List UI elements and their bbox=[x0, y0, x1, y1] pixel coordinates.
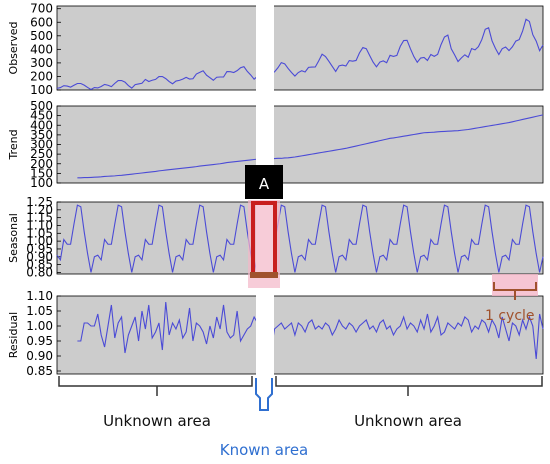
y-tick-label: 0.85 bbox=[26, 258, 53, 272]
panel-background bbox=[56, 5, 544, 91]
y-tick-label: 0.95 bbox=[26, 242, 53, 256]
y-tick-label: 450 bbox=[30, 109, 53, 123]
box-label: A bbox=[259, 175, 270, 193]
y-tick-label: 300 bbox=[30, 138, 53, 152]
overlay: A 1 cycle Unknown area Known area Unknown ar… bbox=[58, 4, 543, 459]
y-tick-label: 100 bbox=[30, 83, 53, 97]
y-tick-label: 1.15 bbox=[26, 211, 53, 225]
y-tick-label: 350 bbox=[30, 128, 53, 142]
y-tick-label: 1.10 bbox=[26, 289, 53, 303]
y-axis-label: Observed bbox=[7, 22, 20, 75]
y-tick-label: 1.20 bbox=[26, 203, 53, 217]
unknown-brace-right bbox=[275, 376, 543, 396]
y-tick-label: 1.10 bbox=[26, 218, 53, 232]
series-line-seasonal bbox=[56, 204, 544, 273]
known-box-bottom bbox=[250, 272, 278, 278]
y-axis-label: Trend bbox=[7, 129, 20, 160]
y-tick-label: 500 bbox=[30, 29, 53, 43]
panel-seasonal: 0.800.850.900.951.001.051.101.151.201.25… bbox=[7, 195, 544, 279]
y-tick-label: 600 bbox=[30, 15, 53, 29]
panel-background bbox=[56, 201, 544, 275]
y-axis-label: Seasonal bbox=[7, 213, 20, 263]
y-tick-label: 0.90 bbox=[26, 349, 53, 363]
series-line-trend bbox=[77, 114, 544, 179]
unknown-area-right-label: Unknown area bbox=[354, 412, 462, 430]
y-tick-label: 400 bbox=[30, 42, 53, 56]
series-line-observed bbox=[56, 18, 544, 91]
y-tick-label: 0.80 bbox=[26, 265, 53, 279]
panel-residual: 0.850.900.951.001.051.10 Residual bbox=[7, 289, 544, 378]
known-area-label: Known area bbox=[220, 441, 309, 459]
y-tick-label: 300 bbox=[30, 56, 53, 70]
y-tick-label: 150 bbox=[30, 166, 53, 180]
panel-background bbox=[56, 105, 544, 184]
cycle-brace bbox=[493, 282, 537, 300]
unknown-brace-left bbox=[58, 376, 253, 396]
y-tick-label: 1.25 bbox=[26, 195, 53, 209]
panels: 100200300400500600700Observed10015020025… bbox=[7, 2, 544, 378]
panel-background bbox=[56, 295, 544, 375]
series-line-residual bbox=[77, 301, 544, 360]
y-tick-label: 1.00 bbox=[26, 319, 53, 333]
box-label-background bbox=[245, 165, 283, 199]
known-brace bbox=[255, 378, 273, 411]
y-tick-label: 700 bbox=[30, 2, 53, 16]
y-axis-label: Residual bbox=[7, 312, 20, 358]
y-tick-label: 0.90 bbox=[26, 250, 53, 264]
y-tick-label: 250 bbox=[30, 147, 53, 161]
y-tick-label: 0.95 bbox=[26, 334, 53, 348]
y-tick-label: 1.00 bbox=[26, 234, 53, 248]
y-tick-label: 100 bbox=[30, 176, 53, 190]
y-tick-label: 1.05 bbox=[26, 304, 53, 318]
unknown-area-left-label: Unknown area bbox=[103, 412, 211, 430]
cycle-label: 1 cycle bbox=[485, 308, 535, 324]
y-tick-label: 200 bbox=[30, 157, 53, 171]
y-tick-label: 1.05 bbox=[26, 226, 53, 240]
y-tick-label: 200 bbox=[30, 69, 53, 83]
y-tick-label: 500 bbox=[30, 99, 53, 113]
y-tick-label: 0.85 bbox=[26, 364, 53, 378]
y-tick-label: 400 bbox=[30, 118, 53, 132]
